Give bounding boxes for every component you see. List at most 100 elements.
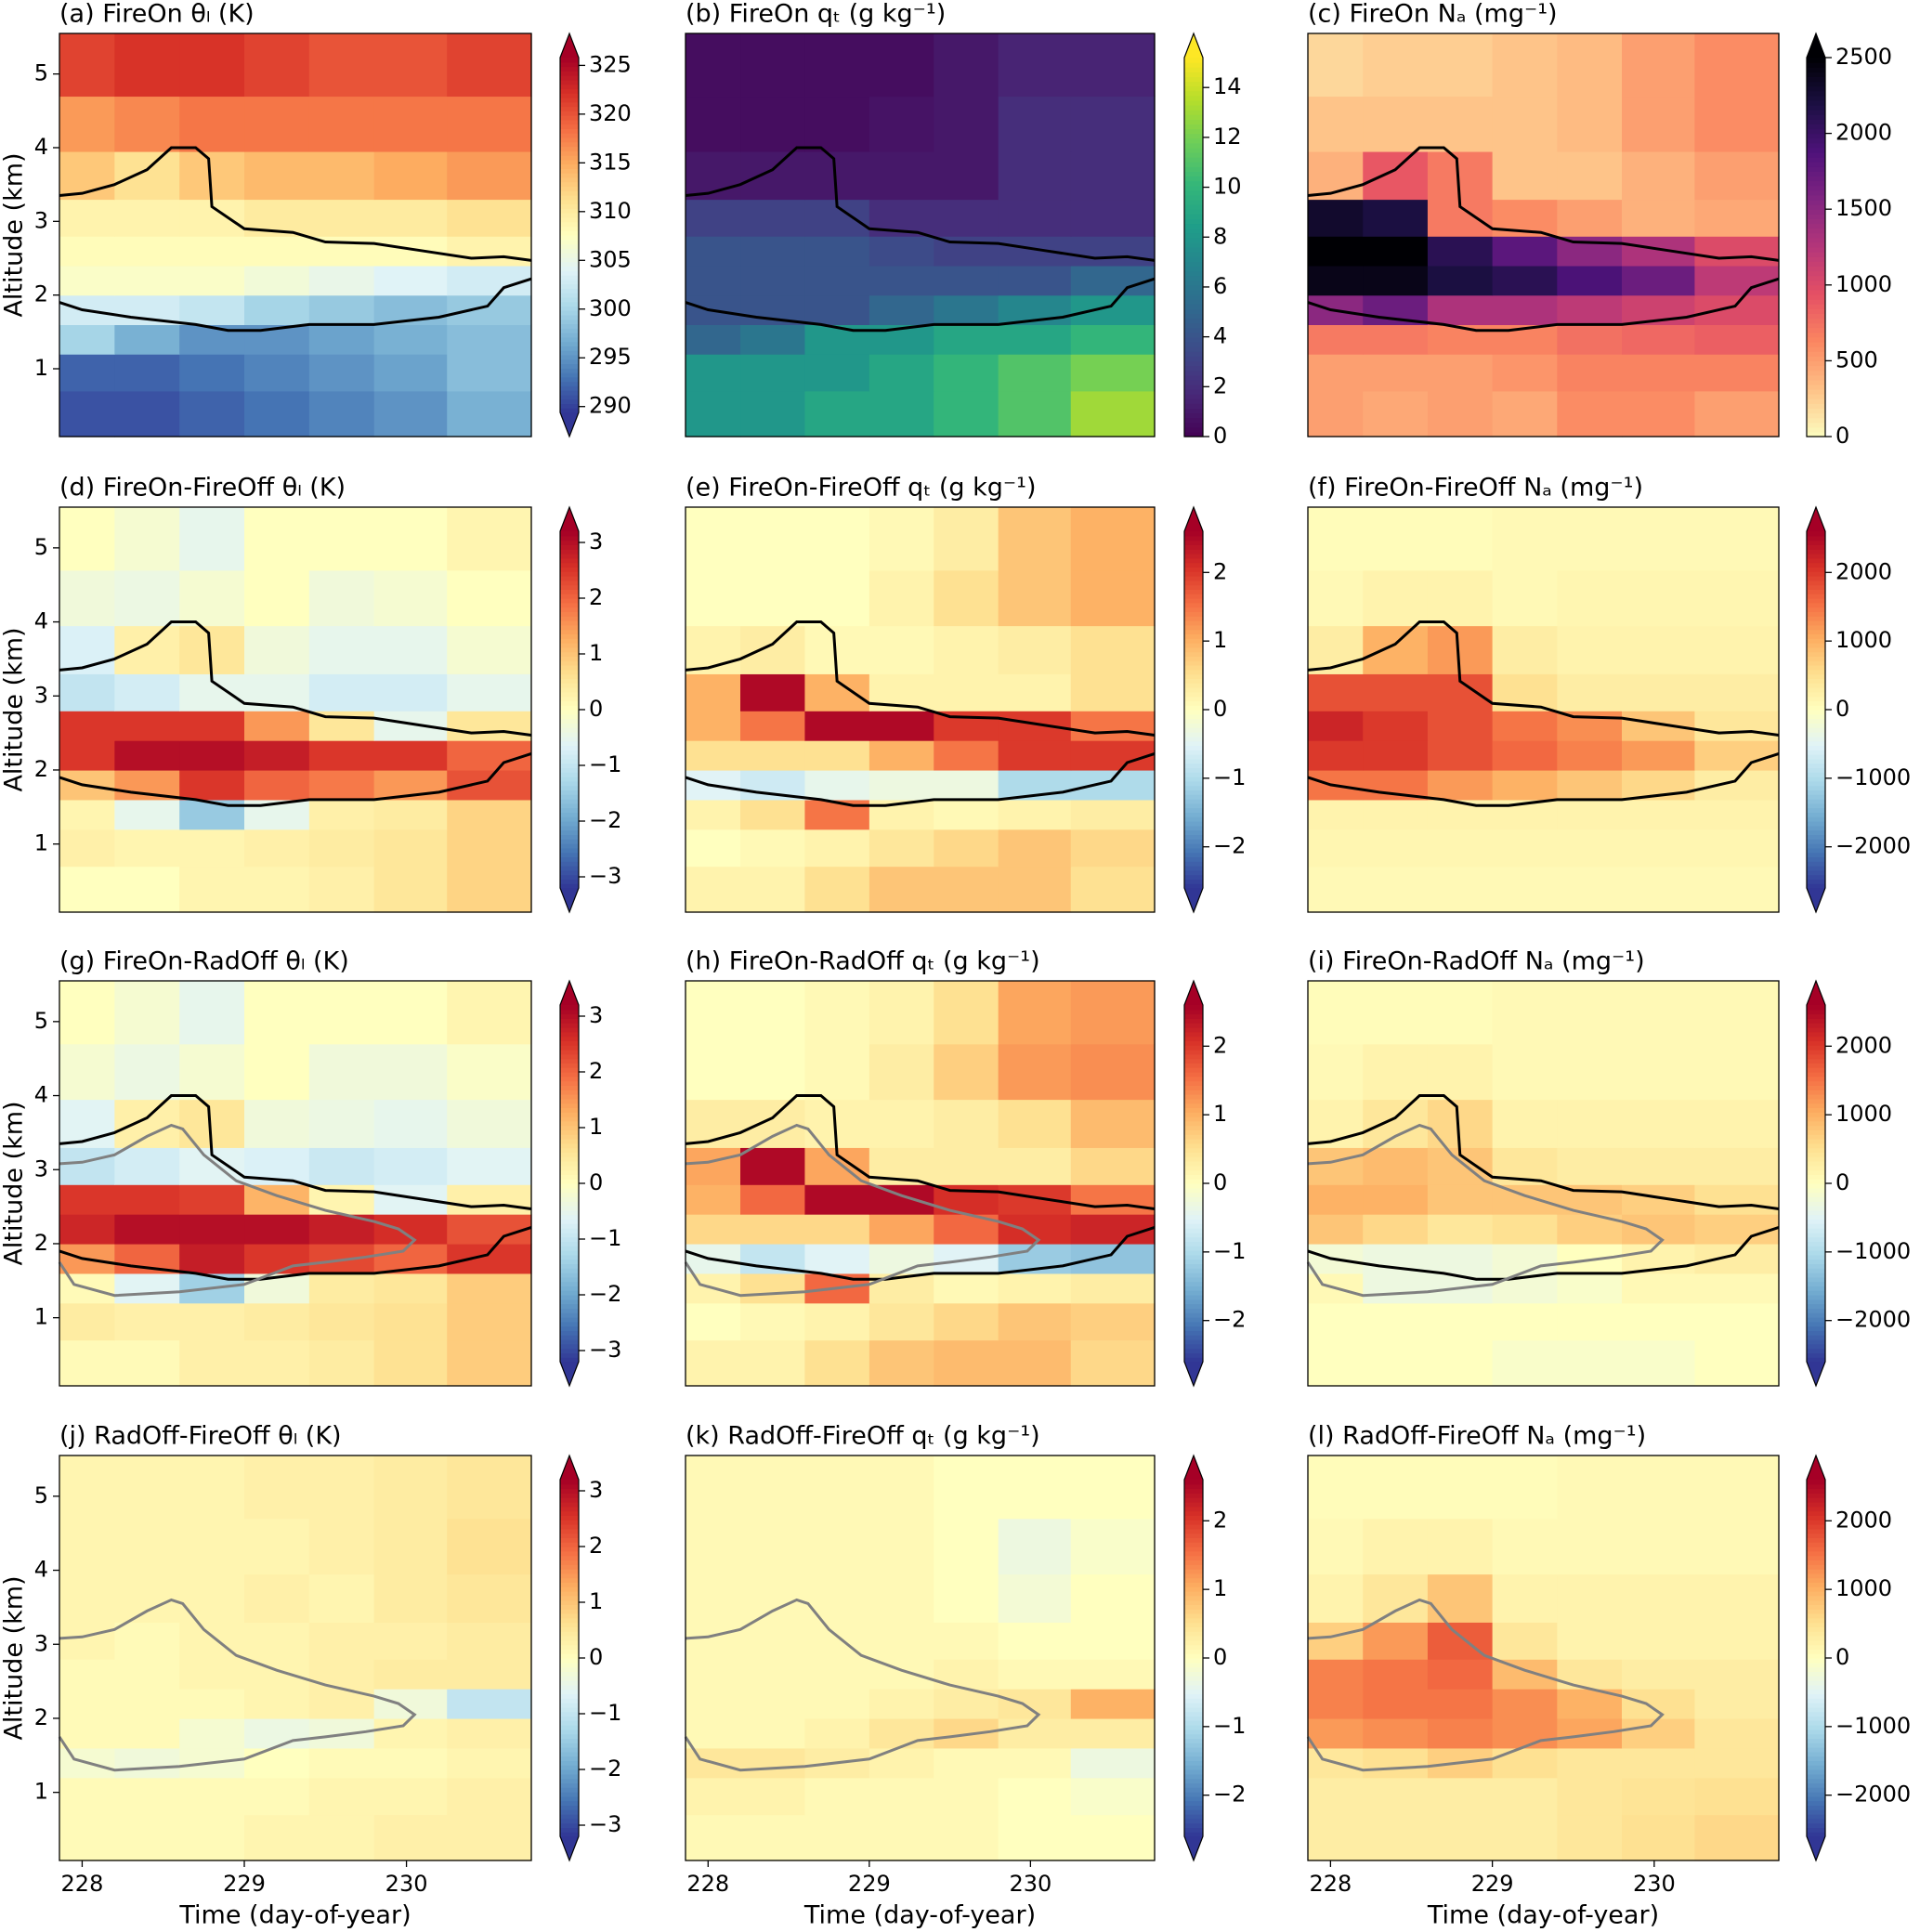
colorbar-segment: [560, 266, 579, 271]
heatmap-cell: [998, 1273, 1072, 1304]
colorbar-segment: [1184, 304, 1203, 309]
heatmap-cell: [373, 96, 448, 152]
colorbar-segment: [1807, 1246, 1825, 1251]
colorbar-tick-label: 0: [1835, 1169, 1849, 1195]
colorbar-segment: [1184, 1063, 1203, 1068]
colorbar-segment: [1184, 313, 1203, 320]
colorbar-segment: [1184, 1569, 1203, 1574]
heatmap-cell: [869, 866, 934, 913]
heatmap-cell: [373, 1273, 448, 1304]
heatmap-cell: [1070, 1184, 1156, 1215]
colorbar-tick-label: 3: [589, 529, 603, 555]
heatmap-cell: [1308, 1339, 1364, 1387]
colorbar-segment: [560, 785, 579, 790]
colorbar-segment: [560, 829, 579, 835]
colorbar-segment: [560, 772, 579, 777]
colorbar-segment: [560, 1290, 579, 1296]
colorbar-segment: [560, 216, 579, 223]
heatmap-cell: [934, 673, 999, 711]
colorbar-segment: [1807, 1254, 1825, 1260]
heatmap-cell: [1070, 1339, 1156, 1387]
colorbar-segment: [1184, 531, 1203, 537]
heatmap-cell: [1492, 150, 1558, 201]
colorbar-segment: [1184, 620, 1203, 626]
heatmap-cell: [244, 1518, 310, 1575]
colorbar-segment: [1807, 232, 1825, 239]
colorbar-segment: [1184, 1595, 1203, 1601]
colorbar-segment: [1184, 1769, 1203, 1775]
heatmap-cell: [244, 1622, 310, 1660]
colorbar-segment: [1184, 194, 1203, 201]
colorbar-segment: [560, 279, 579, 285]
heatmap-cell: [244, 1214, 310, 1245]
colorbar-segment: [560, 1076, 579, 1082]
heatmap-cell: [934, 324, 999, 355]
colorbar-segment: [560, 1063, 579, 1068]
heatmap-cell: [1427, 1456, 1494, 1520]
heatmap-cell: [1308, 711, 1364, 741]
heatmap-cell: [1308, 33, 1364, 98]
heatmap-cell: [686, 1147, 741, 1185]
colorbar-segment: [1807, 1343, 1825, 1350]
colorbar-segment: [560, 385, 579, 391]
colorbar-segment: [1184, 1684, 1203, 1690]
colorbar-segment: [1807, 1827, 1825, 1833]
heatmap-cell: [373, 1689, 448, 1719]
heatmap-cell: [1694, 294, 1780, 326]
colorbar-segment: [1807, 1653, 1825, 1659]
colorbar-segment: [1807, 1013, 1825, 1019]
colorbar-segment: [1184, 58, 1203, 63]
colorbar-segment: [1184, 1321, 1203, 1327]
colorbar-segment: [560, 93, 579, 98]
colorbar-tick-label: 2: [1213, 1032, 1227, 1058]
panel-title: (c) FireOn Nₐ (mg⁻¹): [1308, 0, 1558, 29]
colorbar-segment: [1807, 1174, 1825, 1180]
colorbar-segment: [560, 1169, 579, 1175]
heatmap-cell: [740, 740, 806, 771]
heatmap-cell: [1492, 1622, 1558, 1660]
heatmap-cell: [804, 96, 870, 152]
colorbar-segment: [1807, 821, 1825, 827]
colorbar-segment: [560, 1729, 579, 1735]
heatmap-cell: [869, 1622, 934, 1660]
colorbar-segment: [1184, 1756, 1203, 1761]
heatmap-cell: [1622, 1099, 1696, 1148]
colorbar-segment: [1807, 214, 1825, 219]
heatmap-cell: [686, 33, 741, 98]
colorbar-segment: [1184, 643, 1203, 648]
heatmap-cell: [1070, 1043, 1156, 1101]
colorbar-segment: [1807, 1299, 1825, 1305]
plot-frame: [685, 1455, 1156, 1861]
colorbar-segment: [1184, 1080, 1203, 1086]
colorbar-segment: [560, 1591, 579, 1597]
colorbar-segment: [1184, 1335, 1203, 1340]
colorbar-segment: [1184, 803, 1203, 809]
colorbar-segment: [1184, 1228, 1203, 1234]
colorbar-tick-label: −2: [1213, 1782, 1246, 1808]
colorbar-segment: [1184, 807, 1203, 813]
x-tick-label: 229: [223, 1871, 266, 1897]
colorbar-segment: [1184, 602, 1203, 608]
colorbar-segment: [560, 186, 579, 191]
y-tick-label: 1: [34, 1304, 48, 1330]
colorbar-segment: [1807, 1716, 1825, 1721]
heatmap-cell: [1694, 1043, 1780, 1101]
colorbar-segment: [1184, 142, 1203, 149]
colorbar-segment: [1184, 81, 1203, 87]
heatmap-cell: [114, 1099, 180, 1148]
colorbar-segment: [1184, 370, 1203, 376]
colorbar-segment: [1184, 171, 1203, 177]
colorbar-segment: [1184, 567, 1203, 572]
colorbar-segment: [1807, 1098, 1825, 1104]
colorbar-segment: [560, 723, 579, 728]
heatmap-cell: [244, 1814, 310, 1861]
colorbar-segment: [1807, 646, 1825, 653]
colorbar-segment: [1184, 1743, 1203, 1748]
heatmap-cell: [59, 1302, 115, 1341]
colorbar-segment: [1807, 152, 1825, 158]
colorbar-segment: [560, 1129, 579, 1135]
heatmap-cell: [686, 1184, 741, 1215]
colorbar-segment: [560, 1658, 579, 1664]
colorbar-segment: [560, 1706, 579, 1713]
heatmap-cell: [1694, 569, 1780, 627]
